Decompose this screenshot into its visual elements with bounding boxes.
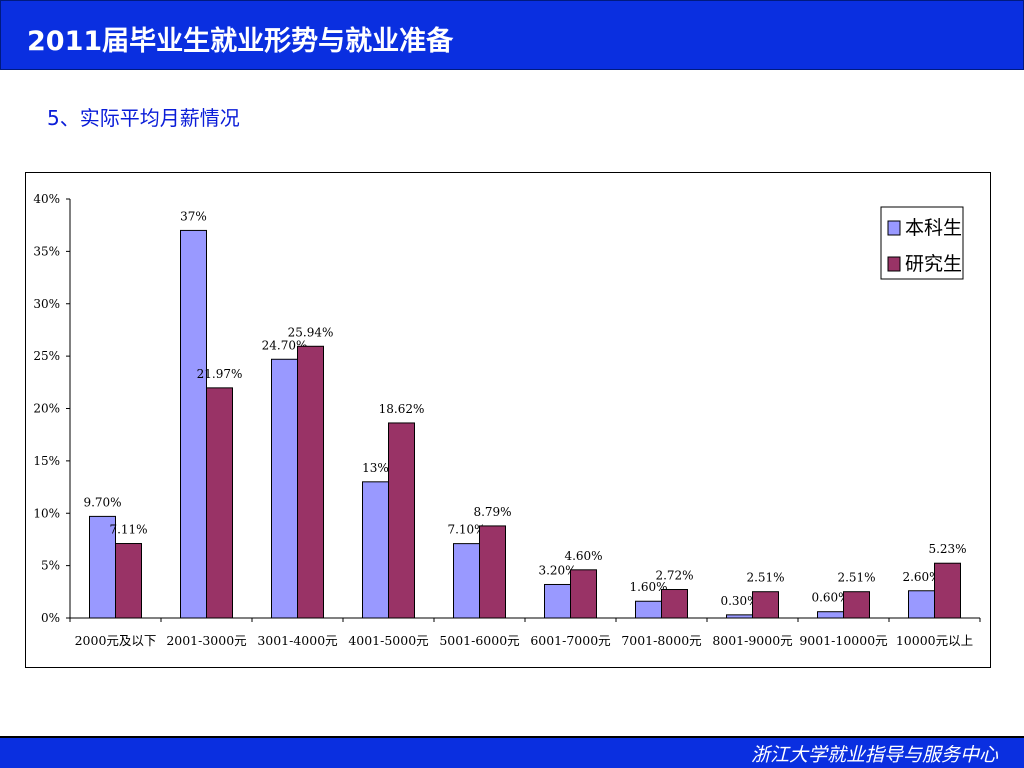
- legend-label: 研究生: [905, 253, 962, 275]
- bar-undergraduate: [908, 590, 935, 619]
- y-tick-label: 10%: [33, 506, 60, 520]
- bar-undergraduate: [180, 229, 207, 619]
- data-label: 0.30%: [720, 594, 758, 608]
- data-label: 2.60%: [902, 570, 940, 584]
- bar-undergraduate: [453, 543, 480, 619]
- bar-graduate: [661, 589, 688, 619]
- bar-graduate: [843, 591, 870, 619]
- data-label: 9.70%: [83, 495, 121, 509]
- data-label: 37%: [180, 209, 207, 223]
- data-label: 3.20%: [538, 563, 576, 577]
- data-label: 5.23%: [928, 542, 966, 556]
- bar-graduate: [479, 525, 506, 619]
- data-label: 21.97%: [197, 367, 243, 381]
- bar-undergraduate: [726, 614, 753, 619]
- x-category-label: 9001-10000元: [799, 633, 887, 648]
- data-label: 4.60%: [564, 549, 602, 563]
- bar-graduate: [934, 562, 961, 619]
- data-label: 2.51%: [746, 571, 784, 585]
- legend-label: 本科生: [905, 217, 962, 239]
- bar-undergraduate: [89, 515, 116, 619]
- bar-undergraduate: [362, 481, 389, 619]
- x-category-label: 7001-8000元: [621, 633, 701, 648]
- data-label: 24.70%: [262, 338, 308, 352]
- data-label: 2.72%: [655, 569, 693, 583]
- bar-undergraduate: [817, 611, 844, 619]
- bar-chart: 0% 5% 10% 15% 20% 25% 30% 35% 40% 2000元及以下 9.70% 7.…: [25, 172, 991, 668]
- y-tick-label: 25%: [33, 349, 60, 363]
- page-title: 2011届毕业生就业形势与就业准备: [27, 26, 454, 57]
- y-tick-label: 15%: [33, 454, 60, 468]
- data-label: 25.94%: [288, 325, 334, 339]
- x-category-label: 4001-5000元: [348, 633, 428, 648]
- data-label: 1.60%: [629, 580, 667, 594]
- y-tick-label: 30%: [33, 297, 60, 311]
- y-tick-label: 5%: [41, 559, 60, 573]
- x-category-label: 10000元以上: [896, 633, 973, 648]
- bar-undergraduate: [544, 583, 571, 619]
- y-tick-label: 40%: [33, 192, 60, 206]
- bar-graduate: [297, 345, 324, 619]
- x-category-label: 5001-6000元: [439, 633, 519, 648]
- x-category-label: 2000元及以下: [75, 633, 157, 648]
- title-bar: 2011届毕业生就业形势与就业准备: [0, 0, 1024, 70]
- data-label: 2.51%: [837, 571, 875, 585]
- x-category-label: 2001-3000元: [166, 633, 246, 648]
- data-label: 13%: [362, 461, 389, 475]
- footer-bar: 浙江大学就业指导与服务中心: [0, 736, 1024, 768]
- data-label: 0.60%: [811, 591, 849, 605]
- x-category-label: 3001-4000元: [257, 633, 337, 648]
- legend-swatch: [887, 256, 901, 272]
- y-tick-label: 20%: [33, 402, 60, 416]
- data-label: 7.11%: [109, 523, 147, 537]
- bar-graduate: [115, 543, 142, 619]
- bar-graduate: [570, 569, 597, 619]
- y-tick-label: 35%: [33, 244, 60, 258]
- x-category-label: 8001-9000元: [712, 633, 792, 648]
- x-category-label: 6001-7000元: [530, 633, 610, 648]
- bar-graduate: [752, 591, 779, 619]
- data-label: 8.79%: [473, 505, 511, 519]
- data-label: 18.62%: [379, 402, 425, 416]
- y-tick-label: 0%: [41, 611, 60, 625]
- chart-container: 0% 5% 10% 15% 20% 25% 30% 35% 40% 2000元及以下 9.70% 7.…: [25, 172, 991, 668]
- footer-credit: 浙江大学就业指导与服务中心: [750, 744, 998, 766]
- data-label: 7.10%: [447, 523, 485, 537]
- section-subtitle: 5、实际平均月薪情况: [47, 106, 240, 130]
- bar-graduate: [206, 387, 233, 619]
- bar-undergraduate: [635, 600, 662, 619]
- legend-swatch: [887, 220, 901, 236]
- bar-graduate: [388, 422, 415, 619]
- bar-undergraduate: [271, 358, 298, 619]
